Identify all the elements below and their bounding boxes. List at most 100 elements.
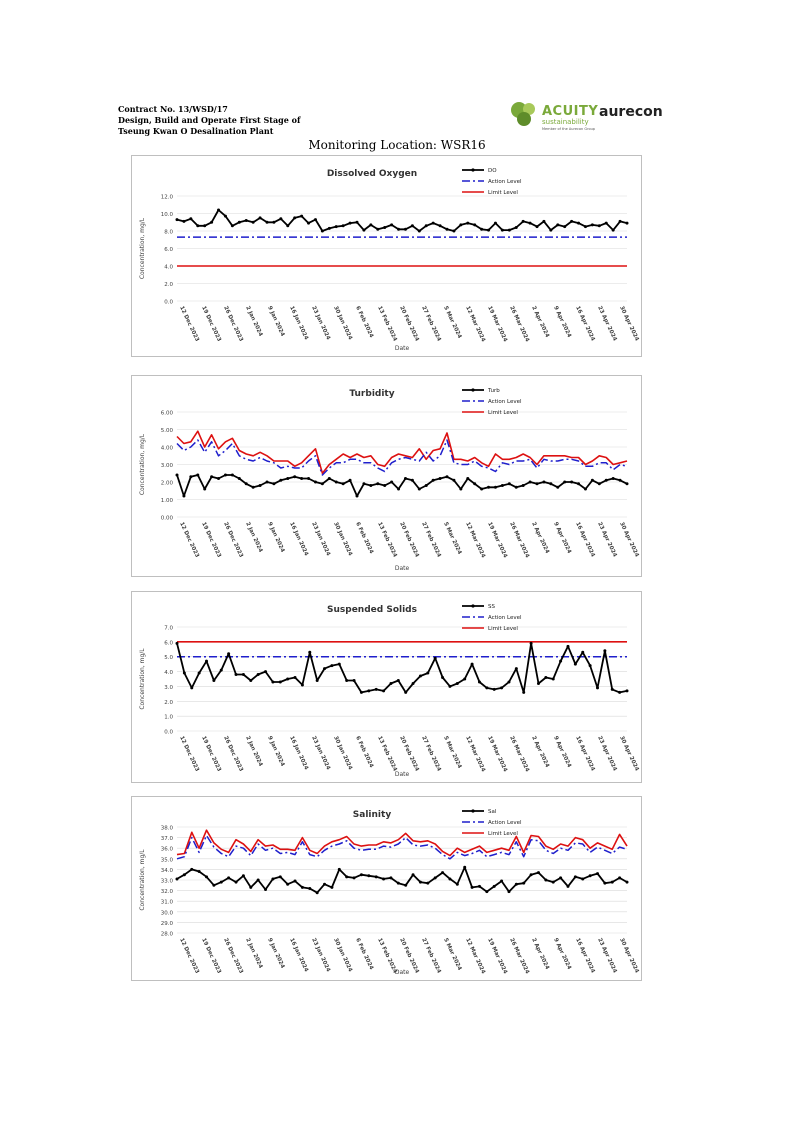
- x-tick-label: 13 Feb 2024: [376, 735, 398, 772]
- data-point: [300, 477, 304, 480]
- data-point: [535, 482, 539, 486]
- x-tick-label: 30 Apr 2024: [618, 305, 639, 342]
- data-point: [470, 662, 474, 666]
- acuity-wordmark: ACUITY: [542, 104, 599, 119]
- data-point: [241, 673, 245, 677]
- data-point: [175, 473, 179, 477]
- data-point: [313, 480, 317, 484]
- acuity-tagline: Member of the Aurecon Group: [542, 127, 596, 131]
- y-tick-label: 31.0: [161, 900, 174, 906]
- data-point: [603, 881, 607, 885]
- data-point: [190, 867, 194, 871]
- y-tick-label: 35.0: [161, 857, 174, 863]
- data-point: [544, 878, 548, 882]
- data-point: [212, 678, 216, 682]
- data-point: [272, 482, 276, 486]
- data-point: [212, 883, 216, 887]
- x-tick-label: 12 Mar 2024: [464, 735, 486, 773]
- data-point: [618, 876, 622, 880]
- y-tick-label: 1.0: [164, 715, 173, 721]
- action-level-line: [176, 834, 628, 860]
- data-point: [529, 873, 533, 877]
- x-tick-label: 13 Feb 2024: [376, 305, 398, 342]
- data-point: [603, 649, 607, 653]
- data-point: [369, 484, 373, 487]
- data-point: [397, 487, 401, 491]
- data-point: [230, 224, 234, 228]
- legend-label: Turb: [487, 388, 500, 394]
- data-point: [410, 478, 414, 482]
- data-point: [577, 221, 581, 225]
- data-point: [570, 219, 574, 223]
- data-point: [189, 217, 193, 221]
- data-point: [197, 671, 201, 675]
- x-tick-label: 20 Feb 2024: [398, 305, 420, 342]
- data-point: [241, 874, 245, 878]
- series-line: [176, 642, 628, 694]
- x-tick-label: 12 Mar 2024: [464, 521, 486, 559]
- data-point: [417, 229, 421, 233]
- x-tick-label: 2 Jan 2024: [244, 305, 263, 337]
- data-point: [196, 224, 200, 228]
- data-point: [521, 484, 525, 487]
- legend-label: Sal: [488, 809, 497, 815]
- y-tick-label: 32.0: [161, 889, 174, 895]
- data-point: [397, 227, 401, 231]
- data-point: [403, 477, 407, 480]
- y-tick-label: 2.0: [164, 282, 173, 288]
- x-tick-label: 23 Apr 2024: [596, 735, 617, 772]
- x-tick-label: 27 Feb 2024: [420, 521, 442, 558]
- data-point: [258, 484, 262, 487]
- data-point: [445, 227, 449, 231]
- x-tick-label: 23 Jan 2024: [310, 937, 331, 973]
- data-point: [278, 875, 282, 879]
- data-point: [556, 223, 560, 227]
- data-point: [244, 482, 248, 486]
- x-tick-label: 2 Apr 2024: [530, 305, 550, 338]
- data-point: [573, 875, 577, 879]
- x-tick-label: 16 Apr 2024: [574, 521, 595, 558]
- data-point: [355, 494, 359, 498]
- data-point: [566, 884, 570, 888]
- data-point: [348, 221, 352, 225]
- y-tick-label: 4.0: [164, 265, 173, 271]
- turbidity-svg: Turbidity 0.00 1.00 2.00 3.00 4.00 5.00 6.00 Con…: [139, 388, 640, 572]
- data-point: [249, 678, 253, 682]
- data-point: [477, 884, 481, 888]
- data-point: [175, 218, 179, 222]
- series-line: [176, 474, 628, 497]
- data-point: [566, 644, 570, 648]
- x-tick-label: 16 Apr 2024: [574, 305, 595, 342]
- data-point: [492, 687, 496, 691]
- data-point: [487, 485, 491, 489]
- data-point: [286, 882, 290, 886]
- x-tick-label: 27 Feb 2024: [420, 305, 442, 342]
- x-tick-label: 19 Mar 2024: [486, 305, 508, 343]
- x-tick-label: 12 Dec 2023: [178, 521, 200, 558]
- x-tick-label: 30 Apr 2024: [618, 521, 639, 558]
- data-point: [507, 890, 511, 894]
- y-tick-label: 37.0: [161, 836, 174, 842]
- data-point: [493, 485, 497, 489]
- data-point: [433, 876, 437, 880]
- data-point: [227, 876, 231, 880]
- data-point: [441, 871, 445, 875]
- x-tick-label: 23 Apr 2024: [596, 305, 617, 342]
- data-point: [175, 641, 179, 645]
- data-point: [549, 482, 553, 486]
- data-point: [327, 226, 331, 230]
- data-point: [570, 480, 574, 484]
- data-point: [217, 477, 221, 480]
- data-point: [315, 678, 319, 682]
- x-tick-label: 19 Mar 2024: [486, 937, 508, 975]
- chart-dissolved-oxygen: Dissolved Oxygen 0.0 2.0 4.0 6.0 8.0 10.0 12.0 C…: [131, 155, 642, 357]
- data-point: [426, 881, 430, 885]
- legend-label: Action Level: [488, 820, 522, 826]
- data-point: [300, 683, 304, 687]
- y-tick-label: 30.0: [161, 910, 174, 916]
- data-point: [234, 673, 238, 677]
- data-point: [625, 880, 629, 884]
- suspended-solids-svg: Suspended Solids 0.0 1.0 2.0 3.0 4.0 5.0 6.0 7.0…: [139, 604, 640, 778]
- x-tick-label: 13 Feb 2024: [376, 521, 398, 558]
- data-point: [337, 662, 341, 666]
